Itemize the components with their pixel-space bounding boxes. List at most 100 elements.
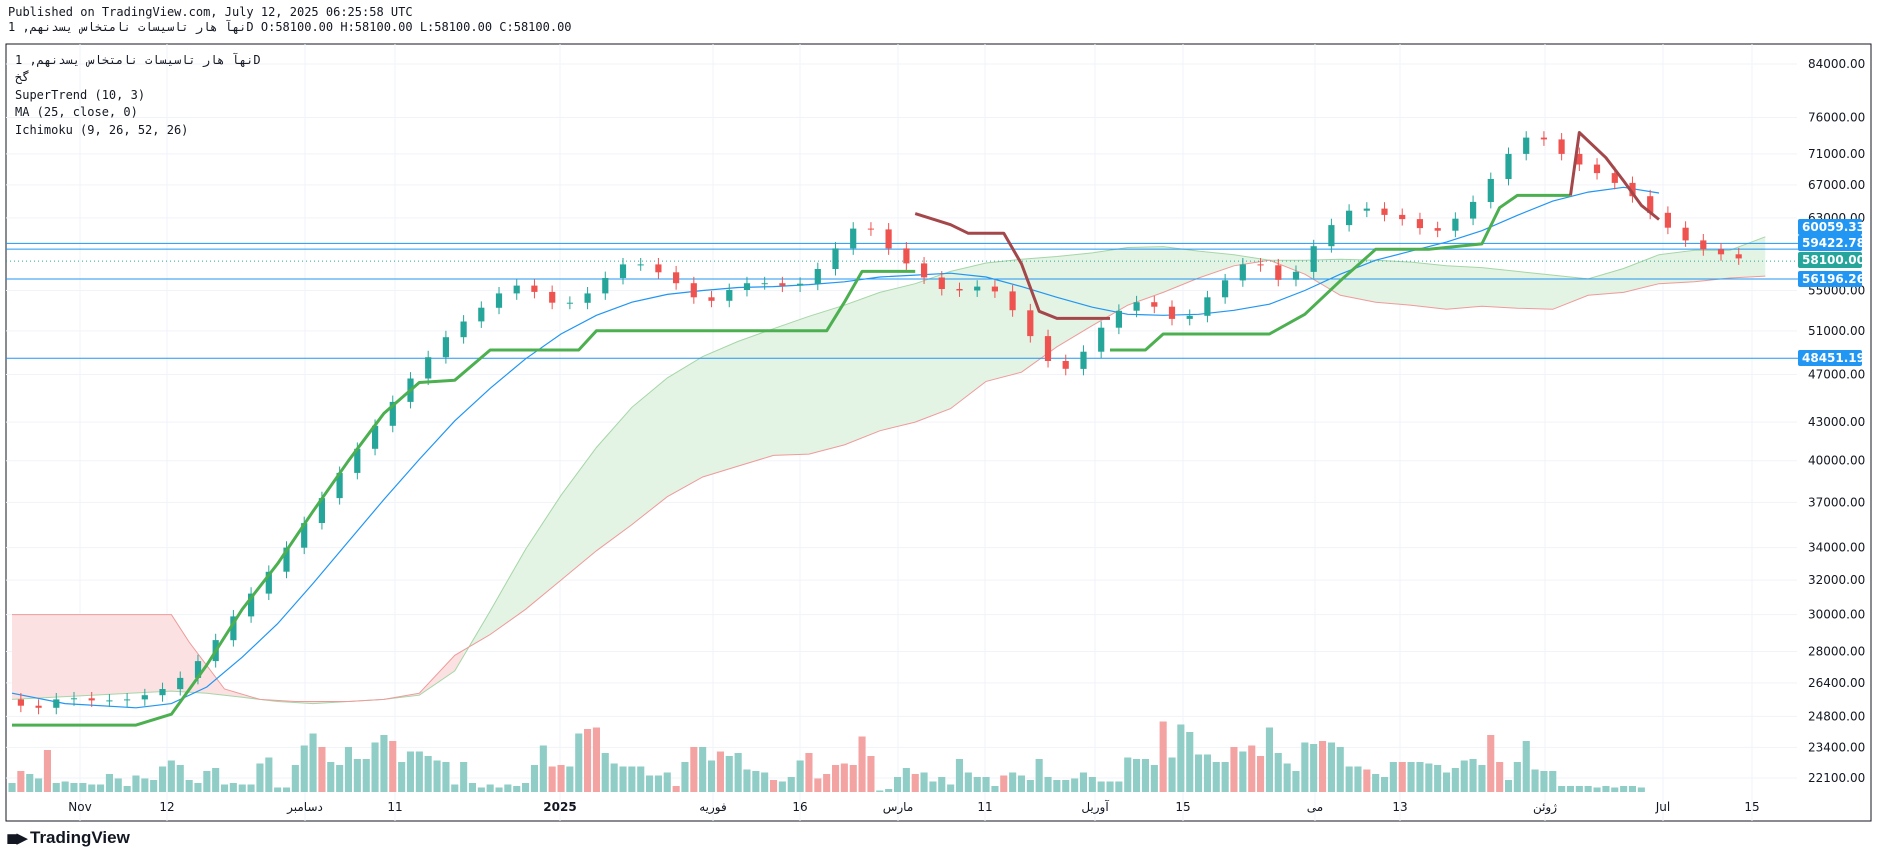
volume-bar — [1000, 775, 1008, 792]
volume-bar — [1186, 732, 1194, 792]
candle-body — [354, 448, 361, 473]
candle-body — [230, 616, 237, 641]
volume-bar — [637, 766, 645, 792]
indicator-legend: نهآ هار تاسیسات نامتخاس یسدنهم, 1D گخ Su… — [15, 52, 261, 137]
volume-bar — [43, 750, 51, 792]
x-tick-label: 15 — [1744, 800, 1759, 814]
volume-bar — [734, 753, 742, 792]
volume-bar — [185, 780, 193, 792]
volume-bar — [1336, 747, 1344, 792]
volume-bar — [97, 784, 105, 792]
candle-body — [1328, 225, 1335, 247]
candle-body — [1717, 249, 1725, 255]
volume-bar — [61, 781, 69, 792]
y-tick-label: 22100.00 — [1808, 771, 1865, 785]
volume-bar — [1407, 762, 1415, 792]
volume-bar — [1195, 754, 1203, 792]
candle-body — [673, 272, 680, 284]
volume-bar — [894, 777, 902, 792]
candle-body — [1292, 271, 1300, 280]
volume-bar — [52, 783, 60, 792]
price-label-3: 56196.26 — [1802, 272, 1865, 286]
candle-body — [1381, 208, 1388, 215]
y-tick-label: 23400.00 — [1808, 740, 1865, 754]
volume-bar — [265, 757, 273, 792]
volume-bar — [982, 777, 990, 792]
volume-bar — [787, 777, 795, 792]
candle-body — [336, 472, 343, 499]
candle-body — [513, 285, 520, 294]
volume-bar — [88, 784, 96, 792]
volume-bar — [1575, 786, 1583, 792]
volume-bar — [79, 783, 87, 792]
volume-bar — [1088, 777, 1096, 792]
volume-bar — [451, 784, 459, 792]
volume-bar — [522, 783, 530, 792]
volume-bar — [619, 766, 627, 792]
volume-bar — [548, 766, 556, 792]
volume-bar — [1620, 786, 1628, 792]
candle-body — [1523, 137, 1530, 154]
volume-bar — [592, 727, 600, 792]
volume-bar — [1637, 787, 1645, 792]
candle-body — [265, 571, 272, 594]
y-axis[interactable]: 84000.0076000.0071000.0067000.0063000.00… — [1798, 57, 1865, 785]
volume-bar — [1478, 765, 1486, 792]
y-tick-label: 84000.00 — [1808, 57, 1865, 71]
supertrend-up-1 — [1110, 193, 1571, 352]
x-tick-label: Nov — [68, 800, 91, 814]
volume-bar — [725, 756, 733, 792]
volume-bar — [1584, 786, 1592, 792]
candle-body — [1416, 219, 1423, 229]
candle-body — [1257, 264, 1264, 266]
volume-bar — [654, 775, 662, 792]
volume-bar — [415, 751, 423, 792]
legend-supertrend[interactable]: SuperTrend (10, 3) — [15, 88, 145, 102]
senkou-span-a — [11, 236, 1766, 705]
volume-bar — [442, 762, 450, 792]
candle-body — [921, 263, 928, 278]
price-label-bg-0 — [1798, 219, 1862, 235]
x-tick-label: آوریل — [1081, 799, 1109, 815]
candle-body — [1151, 302, 1158, 307]
volume-bar — [575, 733, 583, 792]
x-axis[interactable]: Nov 12 دسامبر 11 2025 فوریه 16 مارس 11 آوریل 15 می 1… — [68, 799, 1759, 815]
y-tick-label: 51000.00 — [1808, 324, 1865, 338]
y-tick-label: 34000.00 — [1808, 541, 1865, 555]
candle-body — [584, 293, 591, 303]
volume-bar — [610, 763, 618, 792]
volume-bar — [601, 753, 609, 792]
y-tick-label: 24800.00 — [1808, 709, 1865, 723]
volume-bar — [371, 742, 379, 792]
candle-body — [1576, 153, 1583, 165]
y-tick-label: 28000.00 — [1808, 645, 1865, 659]
candle-body — [726, 290, 733, 301]
candle-body — [1540, 137, 1547, 140]
tradingview-logo[interactable]: ◼▶ TradingView — [6, 828, 130, 848]
volume-bar — [1026, 780, 1034, 792]
legend-ichimoku[interactable]: Ichimoku (9, 26, 52, 26) — [15, 123, 188, 137]
candle-body — [1133, 302, 1140, 311]
candle-body — [1682, 227, 1689, 241]
candle-body — [602, 278, 609, 294]
volume-bar — [194, 783, 202, 792]
volume-bar — [1053, 780, 1061, 792]
volume-bar — [477, 787, 485, 792]
horizontal-lines[interactable] — [6, 242, 1800, 359]
candle-body — [425, 357, 432, 379]
cloud-segment-5 — [463, 236, 1766, 656]
legend-ma[interactable]: MA (25, close, 0) — [15, 105, 138, 119]
supertrend — [12, 131, 1660, 727]
candle-body — [743, 283, 751, 290]
candle-body — [372, 425, 379, 449]
volume-bar — [26, 774, 34, 792]
volume-bar — [1540, 771, 1548, 792]
candle-body — [1664, 212, 1671, 228]
candle-body — [637, 264, 644, 266]
volume-bar — [35, 778, 43, 792]
candle-body — [1310, 246, 1317, 272]
candle-body — [1204, 297, 1211, 316]
x-tick-label: 15 — [1175, 800, 1190, 814]
volume-bar — [274, 787, 282, 792]
